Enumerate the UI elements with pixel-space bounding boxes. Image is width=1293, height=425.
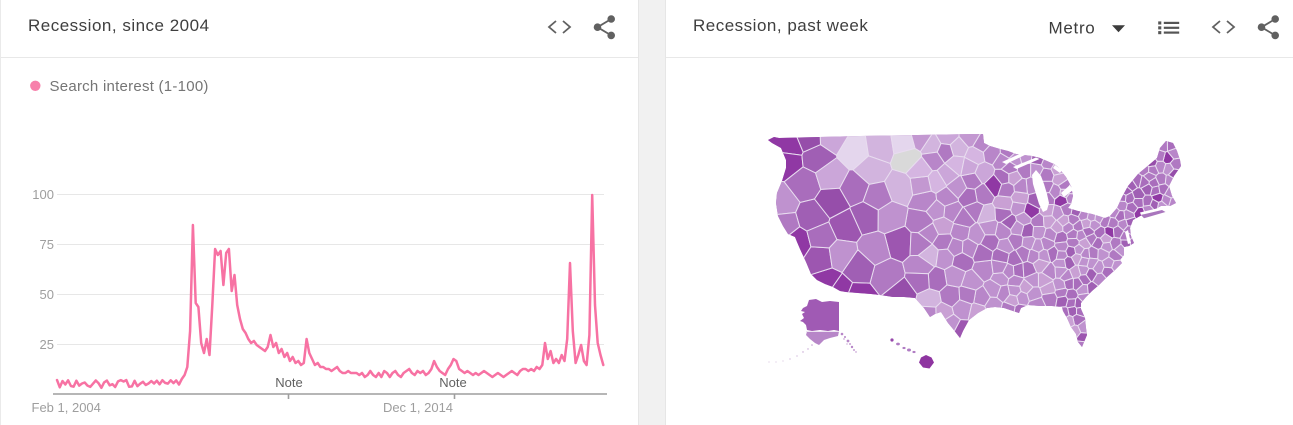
svg-text:Feb 1, 2004: Feb 1, 2004 <box>32 400 101 415</box>
svg-text:100: 100 <box>32 187 54 202</box>
svg-text:Metro: Metro <box>1049 18 1096 37</box>
svg-text:Search interest (1-100): Search interest (1-100) <box>50 78 209 95</box>
svg-text:Dec 1, 2014: Dec 1, 2014 <box>383 400 453 415</box>
svg-text:Note: Note <box>439 375 466 390</box>
svg-text:75: 75 <box>40 237 54 252</box>
svg-text:25: 25 <box>40 337 54 352</box>
svg-text:Note: Note <box>275 375 302 390</box>
svg-text:50: 50 <box>40 287 54 302</box>
